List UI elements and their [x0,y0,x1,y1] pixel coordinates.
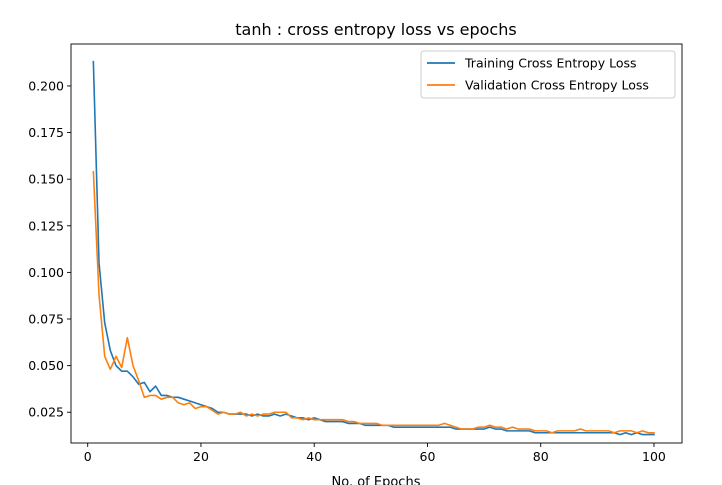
x-axis-label: No. of Epochs [332,475,421,485]
y-tick-label: 0.175 [28,125,64,140]
legend-label: Training Cross Entropy Loss [464,56,637,71]
y-tick-label: 0.100 [28,265,64,280]
x-tick-label: 40 [306,449,322,464]
y-tick-label: 0.125 [28,218,64,233]
legend: Training Cross Entropy Loss Validation Cr… [420,50,676,99]
y-tick-label: 0.150 [28,172,64,187]
x-tick-label: 100 [642,449,666,464]
legend-box [420,50,676,99]
y-tick-label: 0.200 [28,78,64,93]
series-line-validation [92,170,655,434]
legend-label: Validation Cross Entropy Loss [465,78,649,93]
series-line-training [92,60,655,436]
x-tick-label: 0 [84,449,92,464]
y-tick-label: 0.050 [28,358,64,373]
plot-frame [70,43,683,444]
y-tick-label: 0.025 [28,405,64,420]
series-layer [92,60,655,436]
x-tick-label: 80 [533,449,549,464]
y-tick-label: 0.075 [28,312,64,327]
chart-title: tanh : cross entropy loss vs epochs [235,20,516,39]
x-tick-label: 60 [420,449,436,464]
x-tick-label: 20 [193,449,209,464]
plot-area-background [71,44,682,443]
